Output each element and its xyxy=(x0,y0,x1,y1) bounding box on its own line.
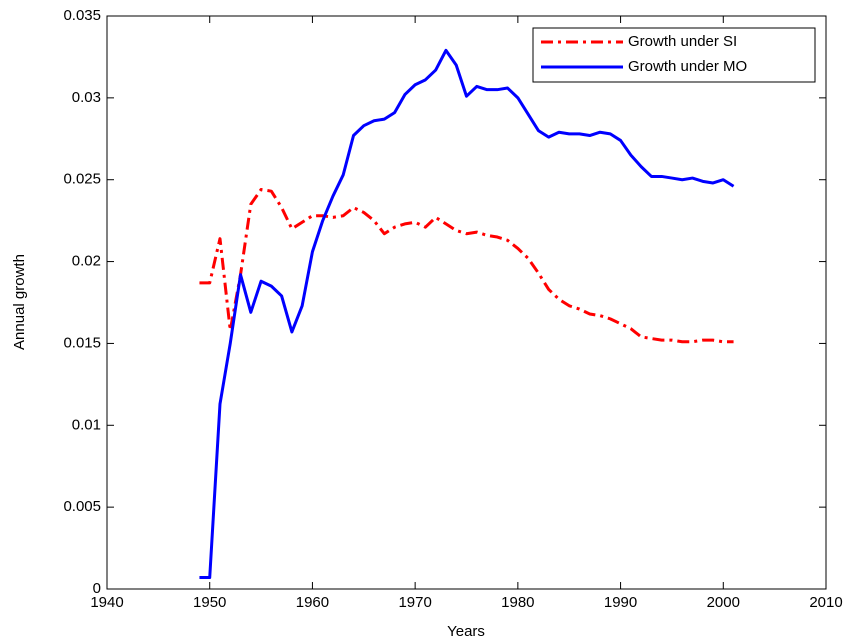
y-tick-label: 0 xyxy=(93,580,101,597)
y-tick-label: 0.005 xyxy=(63,498,101,515)
y-tick-label: 0.03 xyxy=(72,89,101,106)
series-line xyxy=(199,188,734,344)
y-axis-label: Annual growth xyxy=(11,254,28,350)
legend-label: Growth under SI xyxy=(628,33,737,50)
x-tick-label: 2000 xyxy=(707,594,740,611)
legend-box xyxy=(532,27,816,83)
x-tick-label: 1960 xyxy=(296,594,329,611)
y-tick-label: 0.015 xyxy=(63,334,101,351)
y-tick-label: 0.025 xyxy=(63,171,101,188)
x-tick-label: 1970 xyxy=(398,594,431,611)
x-axis-label: Years xyxy=(447,623,485,640)
x-tick-label: 1950 xyxy=(193,594,226,611)
legend-label: Growth under MO xyxy=(628,58,747,75)
x-tick-label: 1990 xyxy=(604,594,637,611)
y-tick-label: 0.02 xyxy=(72,253,101,270)
series-line xyxy=(199,48,735,580)
x-tick-label: 1940 xyxy=(90,594,123,611)
x-tick-label: 1980 xyxy=(501,594,534,611)
y-tick-label: 0.01 xyxy=(72,416,101,433)
y-tick-label: 0.035 xyxy=(63,7,101,24)
x-tick-label: 2010 xyxy=(809,594,842,611)
